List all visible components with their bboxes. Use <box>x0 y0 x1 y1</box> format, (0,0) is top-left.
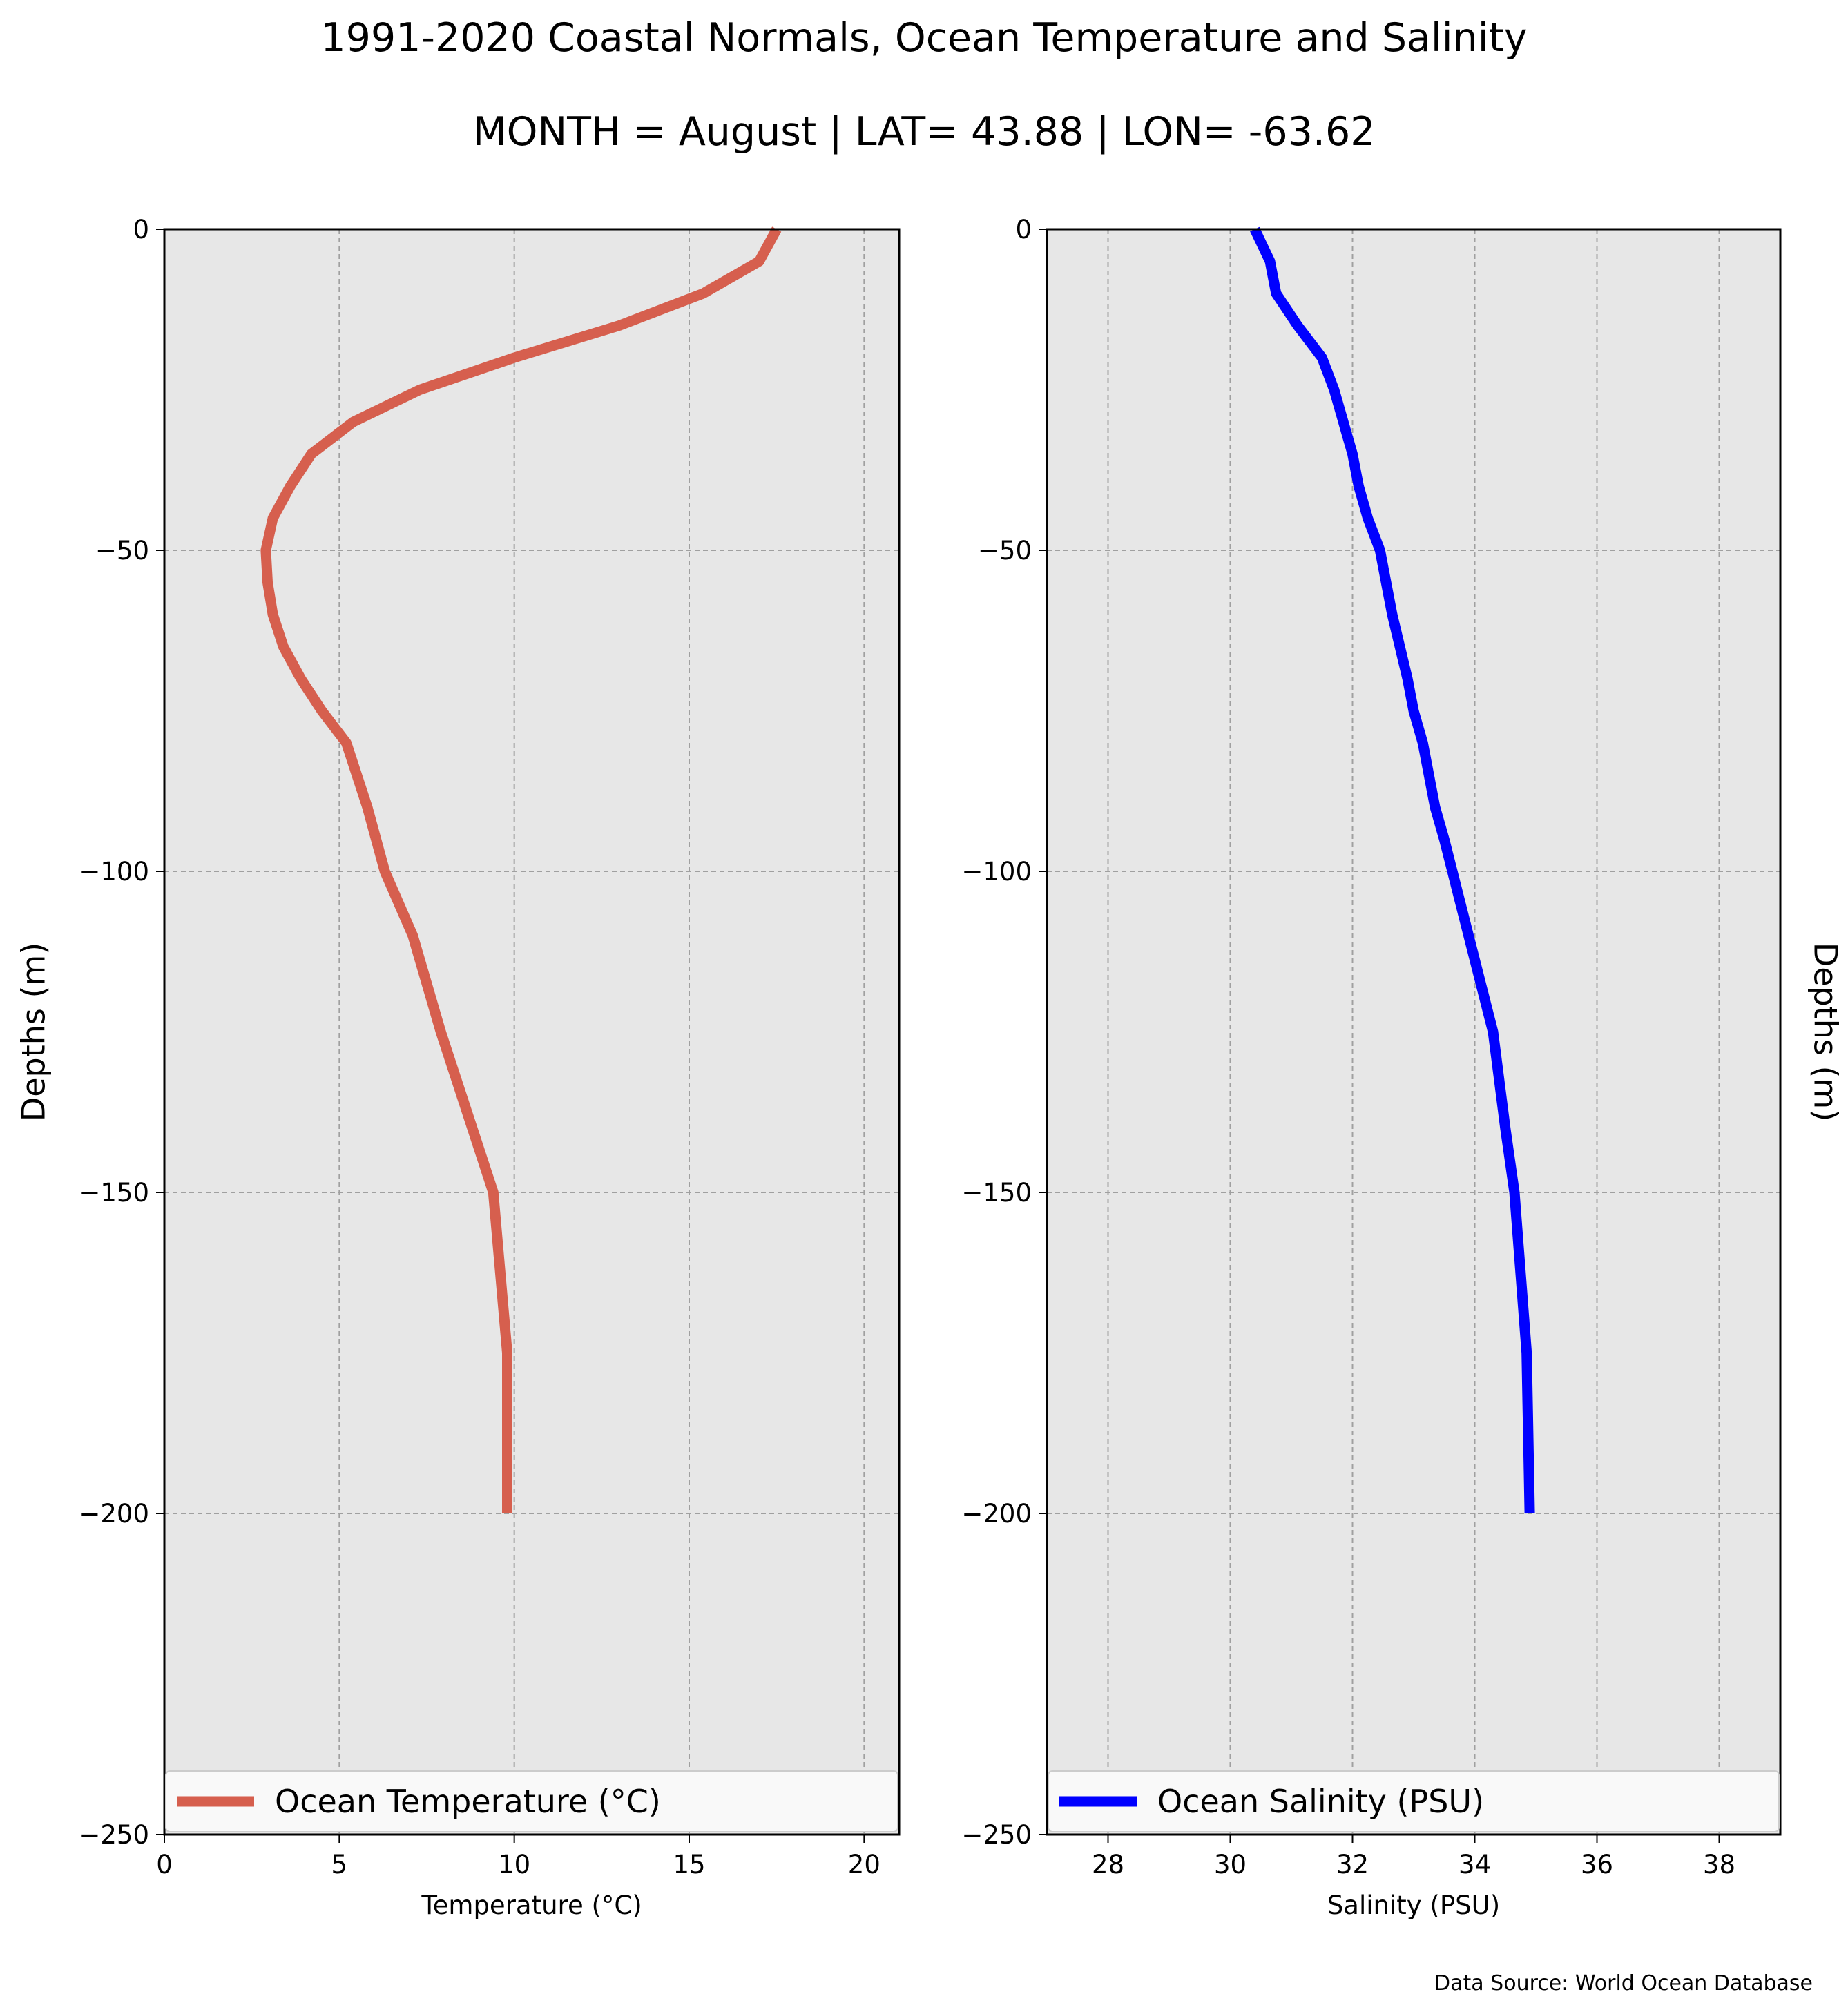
salinity-y-tick-label: 0 <box>1015 215 1032 244</box>
salinity-x-axis-label: Salinity (PSU) <box>1327 1890 1500 1920</box>
salinity-series-line <box>1250 226 1535 1514</box>
salinity-y-tick-label: −250 <box>961 1820 1032 1850</box>
temperature-x-tick-label: 10 <box>498 1850 530 1879</box>
salinity-x-tick-label: 34 <box>1459 1850 1491 1879</box>
temperature-y-tick-label: −50 <box>95 536 149 565</box>
salinity-axes-frame <box>1046 228 1782 1836</box>
temperature-legend: Ocean Temperature (°C) <box>165 1770 898 1832</box>
temperature-series-line <box>260 226 782 1513</box>
temperature-x-tick-label: 0 <box>156 1850 173 1879</box>
chart-subtitle: MONTH = August | LAT= 43.88 | LON= -63.6… <box>472 109 1375 155</box>
temperature-legend-label: Ocean Temperature (°C) <box>275 1783 661 1820</box>
temperature-panel: 0 5 10 15 20 0 −50 −100 −150 −200 −250 Temperature … <box>15 215 901 1920</box>
data-source-note: Data Source: World Ocean Database <box>1434 1971 1813 1995</box>
salinity-x-tick-label: 32 <box>1336 1850 1369 1879</box>
salinity-y-tick-label: −200 <box>961 1499 1032 1529</box>
temperature-x-axis-label: Temperature (°C) <box>421 1890 642 1920</box>
temperature-plot-area <box>164 229 899 1835</box>
temperature-y-tick-label: 0 <box>133 215 149 244</box>
salinity-y-axis-label: Depths (m) <box>1807 942 1845 1121</box>
salinity-y-tick-label: −150 <box>961 1178 1032 1208</box>
salinity-plot-area <box>1047 229 1780 1835</box>
temperature-legend-box <box>165 1770 898 1832</box>
temperature-y-tick-label: −250 <box>79 1820 149 1850</box>
temperature-y-tick-label: −100 <box>79 857 149 887</box>
salinity-panel: 28 30 32 34 36 38 0 −50 −100 −150 −200 −250 Salinity… <box>961 215 1844 1920</box>
temperature-y-tick-label: −200 <box>79 1499 149 1529</box>
salinity-x-tick-label: 30 <box>1214 1850 1247 1879</box>
salinity-y-tick-label: −50 <box>978 536 1032 565</box>
salinity-x-tick-label: 36 <box>1581 1850 1613 1879</box>
temperature-x-tick-label: 20 <box>848 1850 880 1879</box>
salinity-legend-label: Ocean Salinity (PSU) <box>1157 1783 1484 1820</box>
chart-title: 1991-2020 Coastal Normals, Ocean Tempera… <box>320 15 1527 61</box>
temperature-x-tick-label: 5 <box>331 1850 348 1879</box>
temperature-y-axis-label: Depths (m) <box>15 942 52 1121</box>
temperature-y-tick-label: −150 <box>79 1178 149 1208</box>
salinity-legend: Ocean Salinity (PSU) <box>1048 1770 1780 1832</box>
salinity-x-tick-label: 28 <box>1092 1850 1124 1879</box>
salinity-x-tick-label: 38 <box>1703 1850 1735 1879</box>
temperature-axes-frame <box>163 228 901 1836</box>
temperature-x-tick-label: 15 <box>673 1850 705 1879</box>
salinity-y-tick-label: −100 <box>961 857 1032 887</box>
salinity-legend-box <box>1048 1770 1780 1832</box>
